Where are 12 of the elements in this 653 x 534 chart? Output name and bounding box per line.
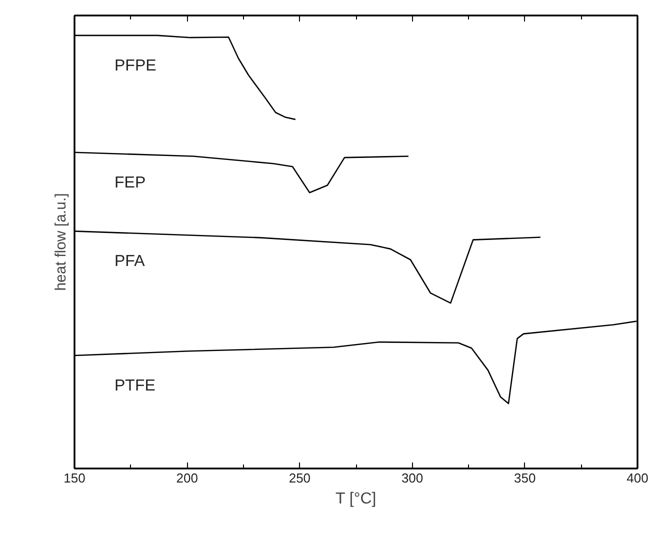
x-tick-label: 150 (64, 470, 86, 486)
series-label: PFA (114, 253, 146, 270)
x-tick-label: 250 (288, 470, 311, 486)
x-tick-label: 350 (514, 470, 536, 486)
x-tick-label: 400 (626, 470, 648, 486)
y-axis-title: heat flow [a.u.] (52, 193, 70, 291)
x-axis-title: T [°C] (335, 490, 376, 508)
series-label: FEP (114, 174, 146, 192)
series-label: PTFE (114, 377, 156, 394)
x-tick-label: 200 (176, 470, 198, 486)
series-label: PFPE (114, 57, 156, 74)
x-tick-label: 300 (401, 470, 424, 486)
